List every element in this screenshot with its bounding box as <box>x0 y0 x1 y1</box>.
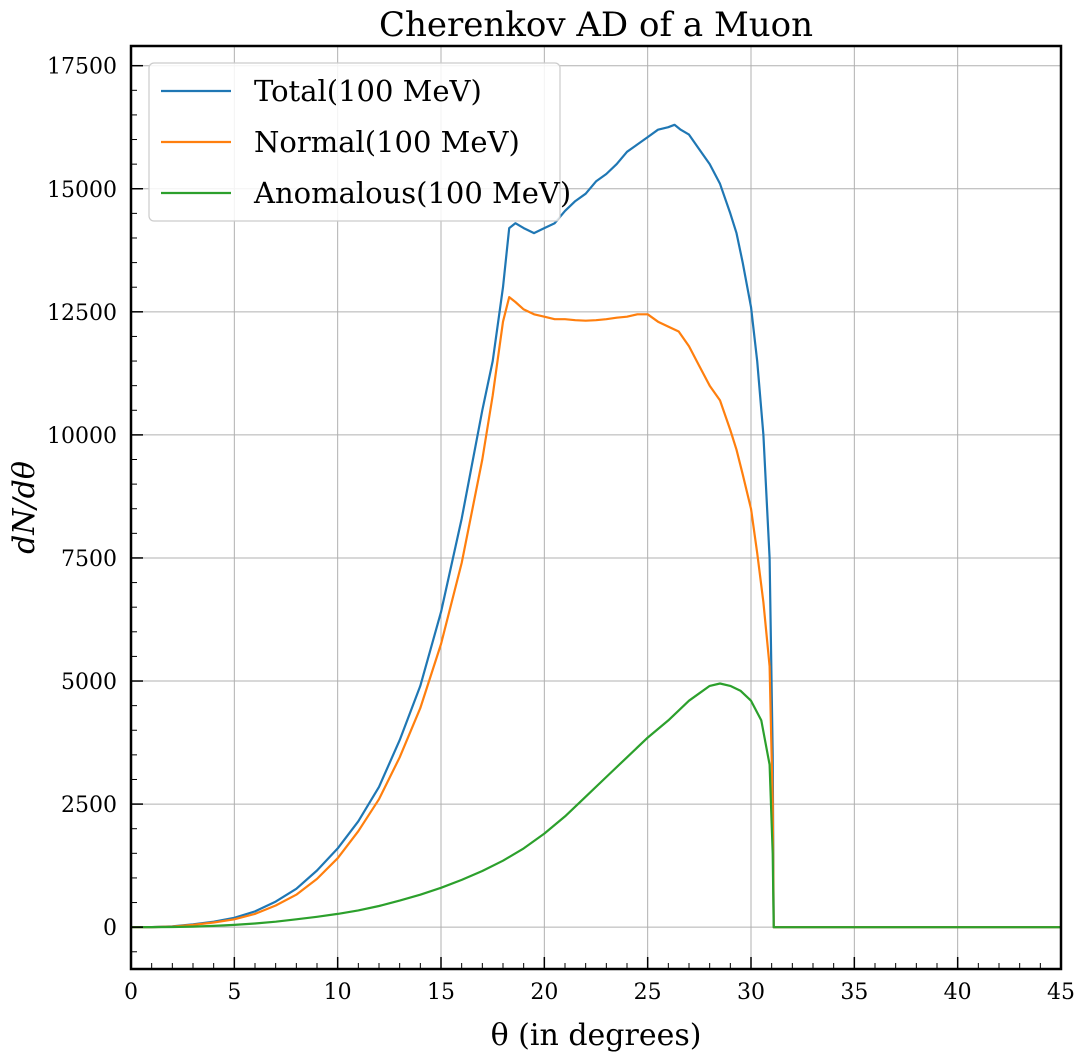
x-axis-label: θ (in degrees) <box>491 1018 702 1053</box>
y-tick-label: 2500 <box>61 793 117 818</box>
y-tick-label: 7500 <box>61 547 117 572</box>
x-tick-label: 40 <box>944 980 972 1005</box>
ticks: 0 5 10 15 20 25 30 35 40 45 0 2500 5000 7500 10000 1250… <box>47 55 1075 1005</box>
legend-label-1: Total(100 MeV) <box>254 74 482 108</box>
legend: Total(100 MeV) Normal(100 MeV) Anomalous(1… <box>148 62 571 222</box>
y-tick-label: 17500 <box>47 55 117 80</box>
x-tick-label: 15 <box>427 980 455 1005</box>
x-tick-label: 30 <box>737 980 765 1005</box>
series-layer <box>130 123 1061 929</box>
y-tick-label: 5000 <box>61 670 117 695</box>
x-tick-label: 0 <box>124 980 138 1005</box>
legend-label-3: Anomalous(100 MeV) <box>253 176 571 210</box>
x-tick-label: 45 <box>1047 980 1075 1005</box>
series-line-1 <box>130 123 1061 929</box>
y-axis-label: dN/dθ <box>7 461 42 554</box>
y-tick-label: 10000 <box>47 424 117 449</box>
chart-title: Cherenkov AD of a Muon <box>379 5 813 45</box>
series-line-2 <box>130 296 1061 929</box>
y-tick-label: 12500 <box>47 301 117 326</box>
legend-label-2: Normal(100 MeV) <box>254 125 520 159</box>
y-tick-label: 15000 <box>47 178 117 203</box>
y-tick-label: 0 <box>103 916 117 941</box>
plot-frame <box>129 44 1063 971</box>
x-tick-label: 25 <box>634 980 662 1005</box>
x-tick-label: 10 <box>324 980 352 1005</box>
x-tick-label: 20 <box>530 980 558 1005</box>
x-tick-label: 35 <box>840 980 868 1005</box>
series-line-3 <box>130 682 1061 929</box>
x-tick-label: 5 <box>227 980 241 1005</box>
legend-box <box>148 62 561 222</box>
